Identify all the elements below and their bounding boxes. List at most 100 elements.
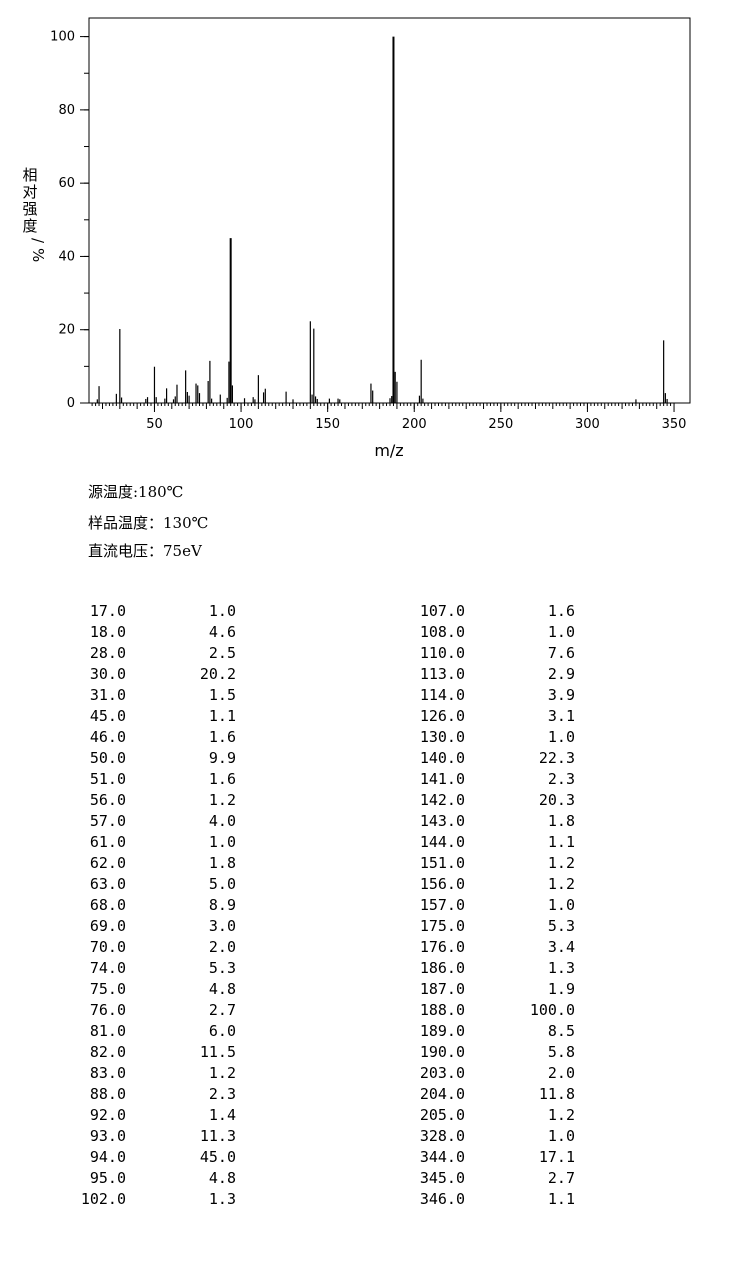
- table-mz-cell: 31.0: [89, 686, 126, 704]
- table-intensity-cell: 7.6: [547, 644, 575, 662]
- table-mz-cell: 46.0: [89, 728, 126, 746]
- table-intensity-cell: 3.1: [547, 707, 575, 725]
- table-intensity-cell: 1.0: [208, 833, 236, 851]
- table-mz-cell: 188.0: [419, 1001, 465, 1019]
- table-intensity-cell: 2.9: [547, 665, 575, 683]
- table-mz-cell: 186.0: [419, 959, 465, 977]
- table-intensity-cell: 3.9: [547, 686, 575, 704]
- table-mz-cell: 94.0: [89, 1148, 126, 1166]
- table-intensity-cell: 2.3: [208, 1085, 236, 1103]
- table-mz-cell: 81.0: [89, 1022, 126, 1040]
- table-mz-cell: 151.0: [419, 854, 465, 872]
- y-axis-label-char: 度: [22, 217, 37, 235]
- table-intensity-cell: 1.8: [208, 854, 236, 872]
- table-mz-cell: 50.0: [89, 749, 126, 767]
- x-tick-label: 50: [146, 417, 163, 432]
- table-intensity-cell: 20.2: [199, 665, 236, 683]
- table-mz-cell: 344.0: [419, 1148, 465, 1166]
- sample-temperature: 样品温度：130℃: [88, 514, 209, 532]
- table-mz-cell: 74.0: [89, 959, 126, 977]
- table-intensity-cell: 5.3: [208, 959, 236, 977]
- table-mz-cell: 92.0: [89, 1106, 126, 1124]
- table-intensity-cell: 1.9: [547, 980, 575, 998]
- table-mz-cell: 88.0: [89, 1085, 126, 1103]
- table-intensity-cell: 9.9: [208, 749, 236, 767]
- table-intensity-cell: 4.0: [208, 812, 236, 830]
- table-intensity-cell: 5.0: [208, 875, 236, 893]
- table-mz-cell: 204.0: [419, 1085, 465, 1103]
- table-intensity-cell: 2.0: [547, 1064, 575, 1082]
- y-tick-label: 0: [67, 396, 75, 411]
- table-intensity-cell: 1.1: [208, 707, 236, 725]
- y-axis-label-char: 相: [22, 166, 37, 184]
- table-mz-cell: 75.0: [89, 980, 126, 998]
- table-intensity-cell: 1.2: [547, 875, 575, 893]
- mass-spectrum-chart: 0 20 40 60 80 100 50 100 150 200 250 300 350 m/z 相对…: [22, 17, 691, 460]
- x-axis-ticks: 50 100 150 200 250 300 350: [146, 403, 686, 432]
- table-intensity-cell: 1.2: [547, 1106, 575, 1124]
- table-intensity-cell: 11.5: [199, 1043, 236, 1061]
- table-mz-cell: 114.0: [419, 686, 465, 704]
- x-tick-label: 250: [488, 417, 513, 432]
- x-tick-label: 200: [402, 417, 427, 432]
- table-intensity-cell: 1.1: [547, 833, 575, 851]
- table-intensity-cell: 8.9: [208, 896, 236, 914]
- y-tick-label: 60: [58, 176, 75, 191]
- table-mz-cell: 45.0: [89, 707, 126, 725]
- table-intensity-cell: 8.5: [547, 1022, 575, 1040]
- table-intensity-cell: 1.2: [208, 791, 236, 809]
- table-mz-cell: 203.0: [419, 1064, 465, 1082]
- table-intensity-cell: 1.3: [547, 959, 575, 977]
- peak-table: 17.0 1.0 18.0 4.6 28.0 2.5 30.0 20.2 31.0 1.5 45.0…: [0, 600, 746, 1220]
- table-intensity-cell: 22.3: [538, 749, 575, 767]
- x-tick-label: 350: [662, 417, 687, 432]
- plot-frame: [88, 17, 691, 404]
- table-mz-cell: 143.0: [419, 812, 465, 830]
- table-intensity-cell: 1.3: [208, 1190, 236, 1208]
- table-mz-cell: 346.0: [419, 1190, 465, 1208]
- table-intensity-cell: 1.6: [208, 728, 236, 746]
- y-tick-label: 20: [58, 323, 75, 338]
- table-mz-cell: 62.0: [89, 854, 126, 872]
- table-intensity-cell: 1.2: [547, 854, 575, 872]
- table-intensity-cell: 6.0: [208, 1022, 236, 1040]
- y-axis-label-char: 对: [22, 183, 37, 201]
- table-mz-cell: 82.0: [89, 1043, 126, 1061]
- table-mz-cell: 108.0: [419, 623, 465, 641]
- spectrum-peaks: [96, 36, 668, 403]
- table-mz-cell: 107.0: [419, 602, 465, 620]
- table-mz-cell: 175.0: [419, 917, 465, 935]
- table-mz-cell: 328.0: [419, 1127, 465, 1145]
- table-intensity-cell: 1.1: [547, 1190, 575, 1208]
- table-intensity-cell: 5.8: [547, 1043, 575, 1061]
- table-intensity-cell: 1.0: [208, 602, 236, 620]
- y-tick-label: 100: [50, 30, 75, 45]
- y-tick-label: 80: [58, 103, 75, 118]
- table-intensity-cell: 2.7: [208, 1001, 236, 1019]
- source-temperature: 源温度:180℃: [88, 483, 184, 501]
- table-intensity-cell: 100.0: [529, 1001, 575, 1019]
- table-intensity-cell: 2.3: [547, 770, 575, 788]
- table-intensity-cell: 1.2: [208, 1064, 236, 1082]
- table-mz-cell: 61.0: [89, 833, 126, 851]
- dc-voltage: 直流电压：75eV: [88, 542, 202, 560]
- table-intensity-cell: 1.8: [547, 812, 575, 830]
- table-intensity-cell: 11.3: [199, 1127, 236, 1145]
- table-mz-cell: 157.0: [419, 896, 465, 914]
- table-mz-cell: 28.0: [89, 644, 126, 662]
- x-axis-label: m/z: [374, 441, 403, 460]
- table-intensity-cell: 17.1: [538, 1148, 575, 1166]
- table-mz-cell: 93.0: [89, 1127, 126, 1145]
- table-intensity-cell: 1.0: [547, 728, 575, 746]
- table-intensity-cell: 4.6: [208, 623, 236, 641]
- table-mz-cell: 187.0: [419, 980, 465, 998]
- table-intensity-cell: 1.0: [547, 623, 575, 641]
- table-intensity-cell: 1.6: [547, 602, 575, 620]
- table-intensity-cell: 1.0: [547, 1127, 575, 1145]
- table-intensity-cell: 11.8: [538, 1085, 575, 1103]
- table-mz-cell: 126.0: [419, 707, 465, 725]
- table-mz-cell: 345.0: [419, 1169, 465, 1187]
- table-intensity-cell: 4.8: [208, 1169, 236, 1187]
- y-tick-label: 40: [58, 249, 75, 264]
